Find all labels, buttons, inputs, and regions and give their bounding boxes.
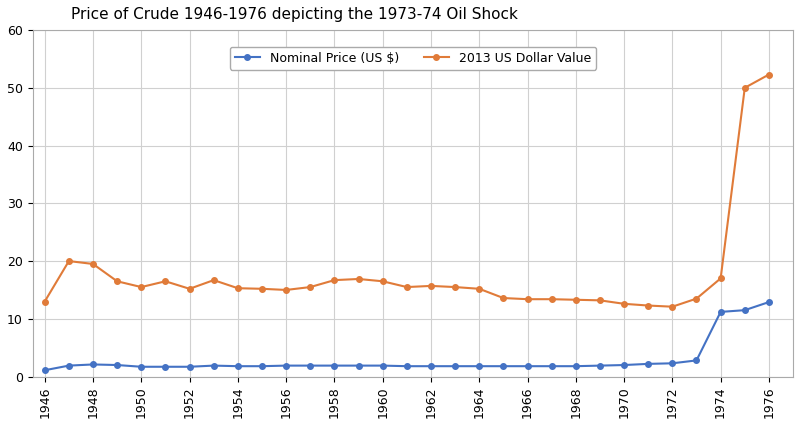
Nominal Price (US $) — [64, 363, 74, 368]
Nominal Price (US $) — [40, 368, 50, 373]
Nominal Price (US $) — [306, 363, 315, 368]
2013 US Dollar Value — [88, 261, 98, 266]
2013 US Dollar Value — [402, 284, 412, 289]
Nominal Price (US $) — [354, 363, 363, 368]
Nominal Price (US $) — [185, 364, 194, 369]
Nominal Price (US $) — [378, 363, 387, 368]
Nominal Price (US $) — [112, 363, 122, 368]
Nominal Price (US $) — [595, 363, 605, 368]
2013 US Dollar Value — [498, 295, 508, 300]
2013 US Dollar Value — [619, 301, 629, 306]
2013 US Dollar Value — [330, 278, 339, 283]
Legend: Nominal Price (US $), 2013 US Dollar Value: Nominal Price (US $), 2013 US Dollar Val… — [230, 47, 596, 70]
2013 US Dollar Value — [716, 276, 726, 281]
Nominal Price (US $) — [547, 364, 557, 369]
Nominal Price (US $) — [716, 309, 726, 314]
2013 US Dollar Value — [764, 72, 774, 77]
2013 US Dollar Value — [354, 276, 363, 281]
2013 US Dollar Value — [547, 297, 557, 302]
2013 US Dollar Value — [185, 286, 194, 292]
Nominal Price (US $) — [450, 364, 460, 369]
Nominal Price (US $) — [209, 363, 218, 368]
2013 US Dollar Value — [522, 297, 532, 302]
Nominal Price (US $) — [426, 364, 436, 369]
Nominal Price (US $) — [282, 363, 291, 368]
Nominal Price (US $) — [474, 364, 484, 369]
Nominal Price (US $) — [402, 364, 412, 369]
2013 US Dollar Value — [137, 284, 146, 289]
Text: Price of Crude 1946-1976 depicting the 1973-74 Oil Shock: Price of Crude 1946-1976 depicting the 1… — [70, 7, 518, 22]
Nominal Price (US $) — [257, 364, 266, 369]
2013 US Dollar Value — [306, 284, 315, 289]
2013 US Dollar Value — [233, 286, 242, 291]
Nominal Price (US $) — [498, 364, 508, 369]
Nominal Price (US $) — [740, 308, 750, 313]
Nominal Price (US $) — [764, 300, 774, 305]
Nominal Price (US $) — [619, 363, 629, 368]
2013 US Dollar Value — [643, 303, 653, 308]
2013 US Dollar Value — [378, 279, 387, 284]
2013 US Dollar Value — [450, 284, 460, 289]
Nominal Price (US $) — [88, 362, 98, 367]
Line: Nominal Price (US $): Nominal Price (US $) — [42, 299, 772, 373]
2013 US Dollar Value — [257, 286, 266, 292]
Nominal Price (US $) — [330, 363, 339, 368]
Nominal Price (US $) — [161, 364, 170, 369]
Nominal Price (US $) — [643, 361, 653, 366]
2013 US Dollar Value — [740, 85, 750, 91]
2013 US Dollar Value — [209, 278, 218, 283]
2013 US Dollar Value — [667, 304, 677, 309]
2013 US Dollar Value — [161, 279, 170, 284]
2013 US Dollar Value — [571, 297, 581, 302]
2013 US Dollar Value — [474, 286, 484, 292]
Line: 2013 US Dollar Value: 2013 US Dollar Value — [42, 72, 772, 309]
Nominal Price (US $) — [667, 361, 677, 366]
2013 US Dollar Value — [426, 283, 436, 289]
2013 US Dollar Value — [40, 299, 50, 304]
2013 US Dollar Value — [692, 296, 702, 301]
2013 US Dollar Value — [282, 287, 291, 292]
Nominal Price (US $) — [233, 364, 242, 369]
Nominal Price (US $) — [522, 364, 532, 369]
2013 US Dollar Value — [112, 279, 122, 284]
2013 US Dollar Value — [64, 258, 74, 264]
2013 US Dollar Value — [595, 298, 605, 303]
Nominal Price (US $) — [692, 358, 702, 363]
Nominal Price (US $) — [571, 364, 581, 369]
Nominal Price (US $) — [137, 364, 146, 369]
